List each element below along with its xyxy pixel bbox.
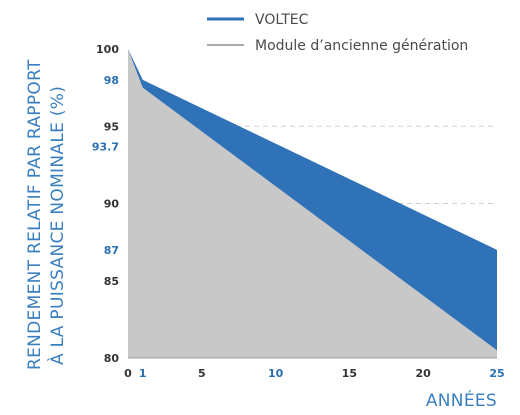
x-tick-label: 15 (342, 367, 357, 380)
x-tick-label: 5 (198, 367, 206, 380)
y-axis-title-line1: RENDEMENT RELATIF PAR RAPPORT (25, 59, 45, 370)
y-tick-label: 90 (104, 198, 120, 211)
legend-label-voltec: VOLTEC (255, 12, 309, 28)
x-tick-label: 0 (124, 367, 132, 380)
y-tick-label: 95 (104, 120, 119, 133)
x-tick-label: 1 (139, 367, 147, 380)
legend: VOLTEC Module d’ancienne génération (207, 12, 468, 54)
y-tick-label: 80 (104, 352, 120, 365)
legend-label-old-module: Module d’ancienne génération (255, 38, 468, 54)
x-tick-label: 25 (489, 367, 504, 380)
area-layer (128, 49, 497, 359)
x-axis-title: ANNÉES (426, 389, 497, 411)
y-tick-label: 100 (96, 43, 119, 56)
y-axis-title-line2: À LA PUISSANCE NOMINALE (%) (46, 86, 68, 365)
x-tick-label: 20 (416, 367, 432, 380)
old-module-area (128, 49, 497, 358)
x-tick-label: 10 (268, 367, 284, 380)
y-tick-label: 98 (104, 74, 119, 87)
y-tick-label: 93.7 (92, 140, 119, 153)
y-axis-title: RENDEMENT RELATIF PAR RAPPORT À LA PUISS… (25, 59, 68, 370)
y-tick-label: 87 (104, 244, 119, 257)
y-tick-label: 85 (104, 275, 119, 288)
